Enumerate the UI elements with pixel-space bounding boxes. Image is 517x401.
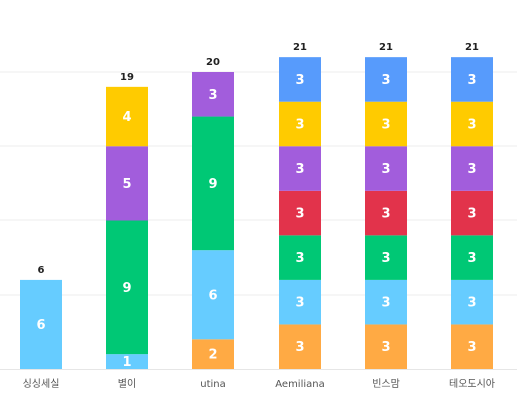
segment-value-label: 3 — [467, 251, 476, 266]
segment-value-label: 3 — [467, 73, 476, 88]
segment-value-label: 3 — [295, 251, 304, 266]
segment-value-label: 3 — [295, 117, 304, 132]
segment-value-label: 3 — [295, 296, 304, 311]
total-label: 21 — [293, 42, 307, 53]
bar-segment — [279, 57, 321, 102]
bar-segment — [192, 250, 234, 340]
bar-segment — [451, 324, 493, 369]
total-label: 21 — [379, 42, 393, 53]
segment-value-label: 5 — [122, 177, 131, 192]
bar-segment — [106, 146, 148, 221]
bars — [20, 57, 493, 369]
bar-segment — [365, 279, 407, 325]
bar-segment — [451, 235, 493, 280]
x-tick-label: utina — [200, 379, 226, 390]
x-tick-label: Aemiliana — [275, 379, 325, 390]
segment-value-label: 3 — [295, 340, 304, 355]
bar-segment — [451, 279, 493, 325]
segment-value-label: 3 — [467, 162, 476, 177]
bar-segment — [192, 339, 234, 369]
segment-value-label: 6 — [36, 318, 45, 333]
segment-value-label: 3 — [381, 296, 390, 311]
bar-segment — [279, 324, 321, 369]
segment-value-label: 3 — [381, 117, 390, 132]
x-tick-label: 싱싱세실 — [23, 378, 60, 390]
segment-value-label: 3 — [295, 207, 304, 222]
bar-segment — [365, 101, 407, 147]
segment-value-label: 3 — [381, 340, 390, 355]
segment-value-label: 1 — [122, 355, 131, 370]
x-tick-label: 별이 — [118, 378, 136, 390]
segment-value-label: 9 — [208, 177, 217, 192]
x-axis: 싱싱세실 별이 utina Aemiliana 빈스맘 테오도시아 — [0, 369, 517, 390]
bar-segment — [192, 116, 234, 251]
segment-value-label: 3 — [295, 73, 304, 88]
segment-value-label: 3 — [467, 117, 476, 132]
x-tick-label: 빈스맘 — [372, 378, 400, 390]
segment-value-label: 3 — [467, 340, 476, 355]
bar-segment — [451, 101, 493, 147]
segment-value-label: 3 — [381, 162, 390, 177]
total-label: 19 — [120, 72, 134, 83]
bar-segment — [365, 190, 407, 236]
bar-segment — [365, 57, 407, 102]
bar-segment — [365, 146, 407, 191]
bar-segment — [451, 57, 493, 102]
total-label: 20 — [206, 57, 220, 68]
segment-value-label: 4 — [122, 110, 131, 125]
bar-segment — [279, 101, 321, 147]
bar-segment — [451, 146, 493, 191]
segment-value-label: 3 — [381, 207, 390, 222]
segment-value-label: 3 — [381, 251, 390, 266]
bar-segment — [279, 279, 321, 325]
bar-segment — [451, 190, 493, 236]
segment-value-label: 6 — [208, 288, 217, 303]
bar-segment — [365, 235, 407, 280]
segment-value-label: 3 — [381, 73, 390, 88]
bar-segment — [192, 72, 234, 117]
total-label: 6 — [38, 265, 45, 276]
bar-segment — [365, 324, 407, 369]
bar-segment — [106, 354, 148, 369]
bar-segment — [20, 279, 62, 369]
grid — [0, 71, 517, 296]
x-tick-label: 테오도시아 — [449, 378, 495, 390]
segment-value-label: 9 — [122, 281, 131, 296]
bar-segment — [279, 235, 321, 280]
bar-segment — [106, 86, 148, 147]
bar-segment — [279, 146, 321, 191]
data-labels: 6619541926932033333332133333332133333332… — [36, 42, 479, 370]
segment-value-label: 3 — [467, 296, 476, 311]
segment-value-label: 3 — [467, 207, 476, 222]
segment-value-label: 3 — [295, 162, 304, 177]
bar-segment — [106, 220, 148, 355]
total-label: 21 — [465, 42, 479, 53]
segment-value-label: 3 — [208, 88, 217, 103]
bar-segment — [279, 190, 321, 236]
segment-value-label: 2 — [208, 348, 217, 363]
